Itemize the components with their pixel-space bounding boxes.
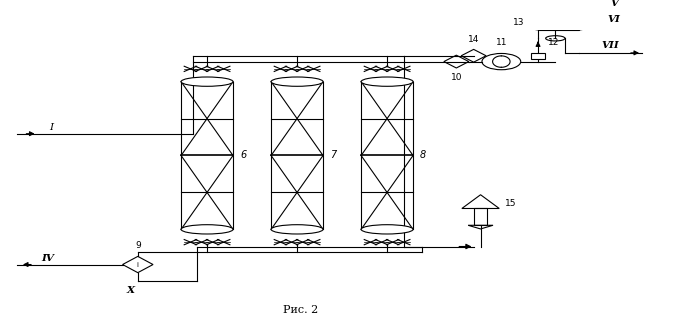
Ellipse shape (531, 24, 547, 30)
Text: 7: 7 (330, 151, 336, 160)
Text: 9: 9 (135, 241, 141, 250)
Text: i: i (137, 261, 139, 268)
Text: 8: 8 (420, 151, 426, 160)
Ellipse shape (181, 77, 233, 86)
Text: VI: VI (608, 15, 621, 24)
Ellipse shape (361, 225, 413, 234)
Bar (531, 53, 545, 59)
Ellipse shape (361, 77, 413, 86)
Text: 15: 15 (505, 199, 517, 208)
Text: X: X (127, 286, 135, 295)
Ellipse shape (181, 225, 233, 234)
Ellipse shape (271, 225, 323, 234)
Text: V: V (610, 0, 618, 8)
Ellipse shape (271, 77, 323, 86)
Text: 10: 10 (451, 73, 462, 82)
Ellipse shape (571, 24, 586, 30)
Text: 6: 6 (240, 151, 246, 160)
Text: Рис. 2: Рис. 2 (283, 306, 318, 315)
Text: VII: VII (602, 41, 620, 50)
Bar (475, 208, 487, 225)
Text: 14: 14 (468, 35, 480, 44)
Text: 11: 11 (496, 38, 507, 47)
Text: I: I (49, 123, 53, 133)
Text: 12: 12 (549, 38, 560, 47)
Text: IV: IV (41, 254, 54, 263)
Text: 13: 13 (513, 18, 524, 27)
Bar (539, 24, 579, 30)
